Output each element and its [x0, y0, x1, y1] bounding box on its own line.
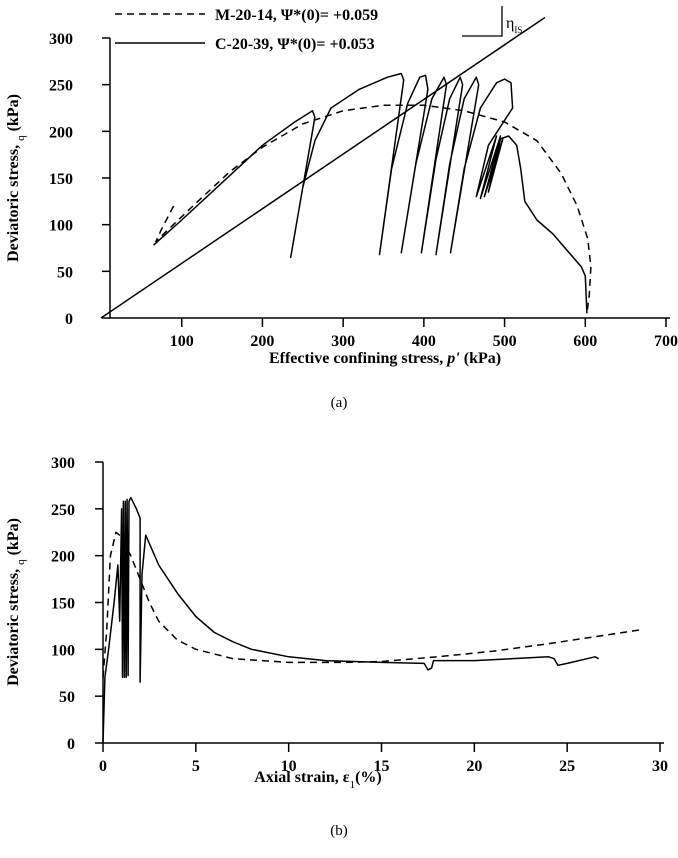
- y-axis-title-part: Deviatoric stress,: [5, 565, 22, 686]
- x-axis-title-part: p': [445, 350, 460, 367]
- x-tick-label: 500: [493, 333, 517, 350]
- y-tick-label: 100: [51, 642, 75, 659]
- x-axis-title-part: Effective confining stress,: [269, 350, 447, 367]
- y-tick-label: 300: [51, 455, 75, 472]
- y-tick-label: 250: [51, 502, 75, 519]
- y-tick-label: 0: [67, 736, 75, 753]
- slope-label: ηIS: [506, 15, 522, 35]
- y-tick-label: 200: [49, 124, 73, 141]
- x-tick-label: 15: [374, 758, 390, 775]
- x-tick-label: 20: [466, 758, 482, 775]
- series-line: [102, 496, 600, 744]
- slope-triangle: [462, 6, 503, 37]
- x-axis-title-part: (kPa): [460, 350, 501, 367]
- y-axis-title-part: q: [15, 135, 27, 141]
- x-tick-label: 400: [412, 333, 436, 350]
- y-tick-label: 250: [49, 78, 73, 95]
- x-tick-label: 100: [170, 333, 194, 350]
- legend-label: M-20-14, Ψ*(0)= +0.059: [215, 7, 378, 24]
- x-axis-title-part: (%): [355, 769, 382, 786]
- y-axis-title-part: Deviatoric stress,: [5, 141, 22, 262]
- series-line: [153, 72, 588, 314]
- x-tick-label: 300: [331, 333, 355, 350]
- y-tick-label: 50: [57, 264, 73, 281]
- series-line: [155, 104, 592, 314]
- x-axis-title: Effective confining stress, p' (kPa): [269, 350, 501, 367]
- y-axis-title: Deviatoric stress, q (kPa): [5, 518, 27, 686]
- y-tick-label: 200: [51, 549, 75, 566]
- x-tick-label: 600: [573, 333, 597, 350]
- slope-symbol: η: [506, 15, 514, 32]
- legend-label: C-20-39, Ψ*(0)= +0.053: [215, 36, 375, 53]
- y-tick-label: 50: [59, 689, 75, 706]
- x-tick-label: 5: [192, 758, 200, 775]
- series-line: [102, 531, 642, 678]
- y-axis-title-part: q: [15, 559, 27, 565]
- x-tick-label: 25: [559, 758, 575, 775]
- y-axis-title-part: (kPa): [5, 94, 22, 135]
- x-tick-label: 200: [250, 333, 274, 350]
- y-tick-label: 300: [49, 31, 73, 48]
- x-tick-label: 700: [654, 333, 678, 350]
- y-axis-title: Deviatoric stress, q (kPa): [5, 94, 27, 262]
- y-axis-title-part: (kPa): [5, 518, 22, 559]
- caption: (b): [330, 823, 348, 839]
- slope-subscript: IS: [514, 25, 522, 35]
- x-tick-label: 10: [281, 758, 297, 775]
- caption: (a): [331, 395, 348, 411]
- x-tick-label: 0: [99, 758, 107, 775]
- x-axis-title-part: 1: [350, 779, 356, 791]
- y-tick-label: 150: [51, 596, 75, 613]
- x-tick-label: 30: [652, 758, 668, 775]
- y-tick-label: 150: [49, 171, 73, 188]
- x-axis-title-part: Axial strain, ε: [254, 769, 349, 786]
- reference-line: [100, 16, 546, 319]
- y-tick-label: 0: [65, 311, 73, 328]
- x-axis-title: Axial strain, ε1(%): [254, 769, 381, 791]
- y-tick-label: 100: [49, 218, 73, 235]
